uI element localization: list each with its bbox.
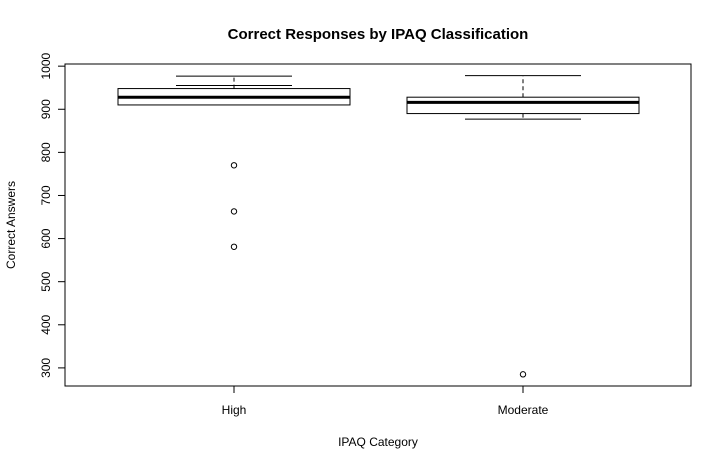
box-iqr bbox=[406, 96, 640, 115]
y-tick-label: 400 bbox=[39, 314, 53, 334]
y-tick-label: 700 bbox=[39, 185, 53, 205]
x-tick-label: High bbox=[222, 403, 247, 417]
y-tick-label: 600 bbox=[39, 228, 53, 248]
plot-frame bbox=[64, 63, 692, 387]
x-axis-label: IPAQ Category bbox=[338, 435, 418, 449]
outlier-point bbox=[230, 208, 238, 215]
y-axis: 300 400 500 600 700 800 900 1000 bbox=[39, 52, 65, 378]
box-high bbox=[117, 75, 351, 250]
outlier-point bbox=[230, 243, 238, 250]
box-moderate bbox=[406, 75, 640, 378]
y-tick-label: 300 bbox=[39, 358, 53, 378]
outlier-point bbox=[230, 162, 238, 169]
outlier-point bbox=[519, 371, 527, 378]
y-axis-label: Correct Answers bbox=[4, 181, 18, 269]
y-tick-label: 800 bbox=[39, 142, 53, 162]
chart-title: Correct Responses by IPAQ Classification bbox=[228, 26, 529, 43]
y-tick-label: 1000 bbox=[39, 52, 53, 79]
y-tick-label: 900 bbox=[39, 99, 53, 119]
boxes-group bbox=[117, 75, 640, 378]
y-tick-label: 500 bbox=[39, 271, 53, 291]
x-axis: High Moderate bbox=[222, 386, 549, 417]
x-tick-label: Moderate bbox=[498, 403, 549, 417]
